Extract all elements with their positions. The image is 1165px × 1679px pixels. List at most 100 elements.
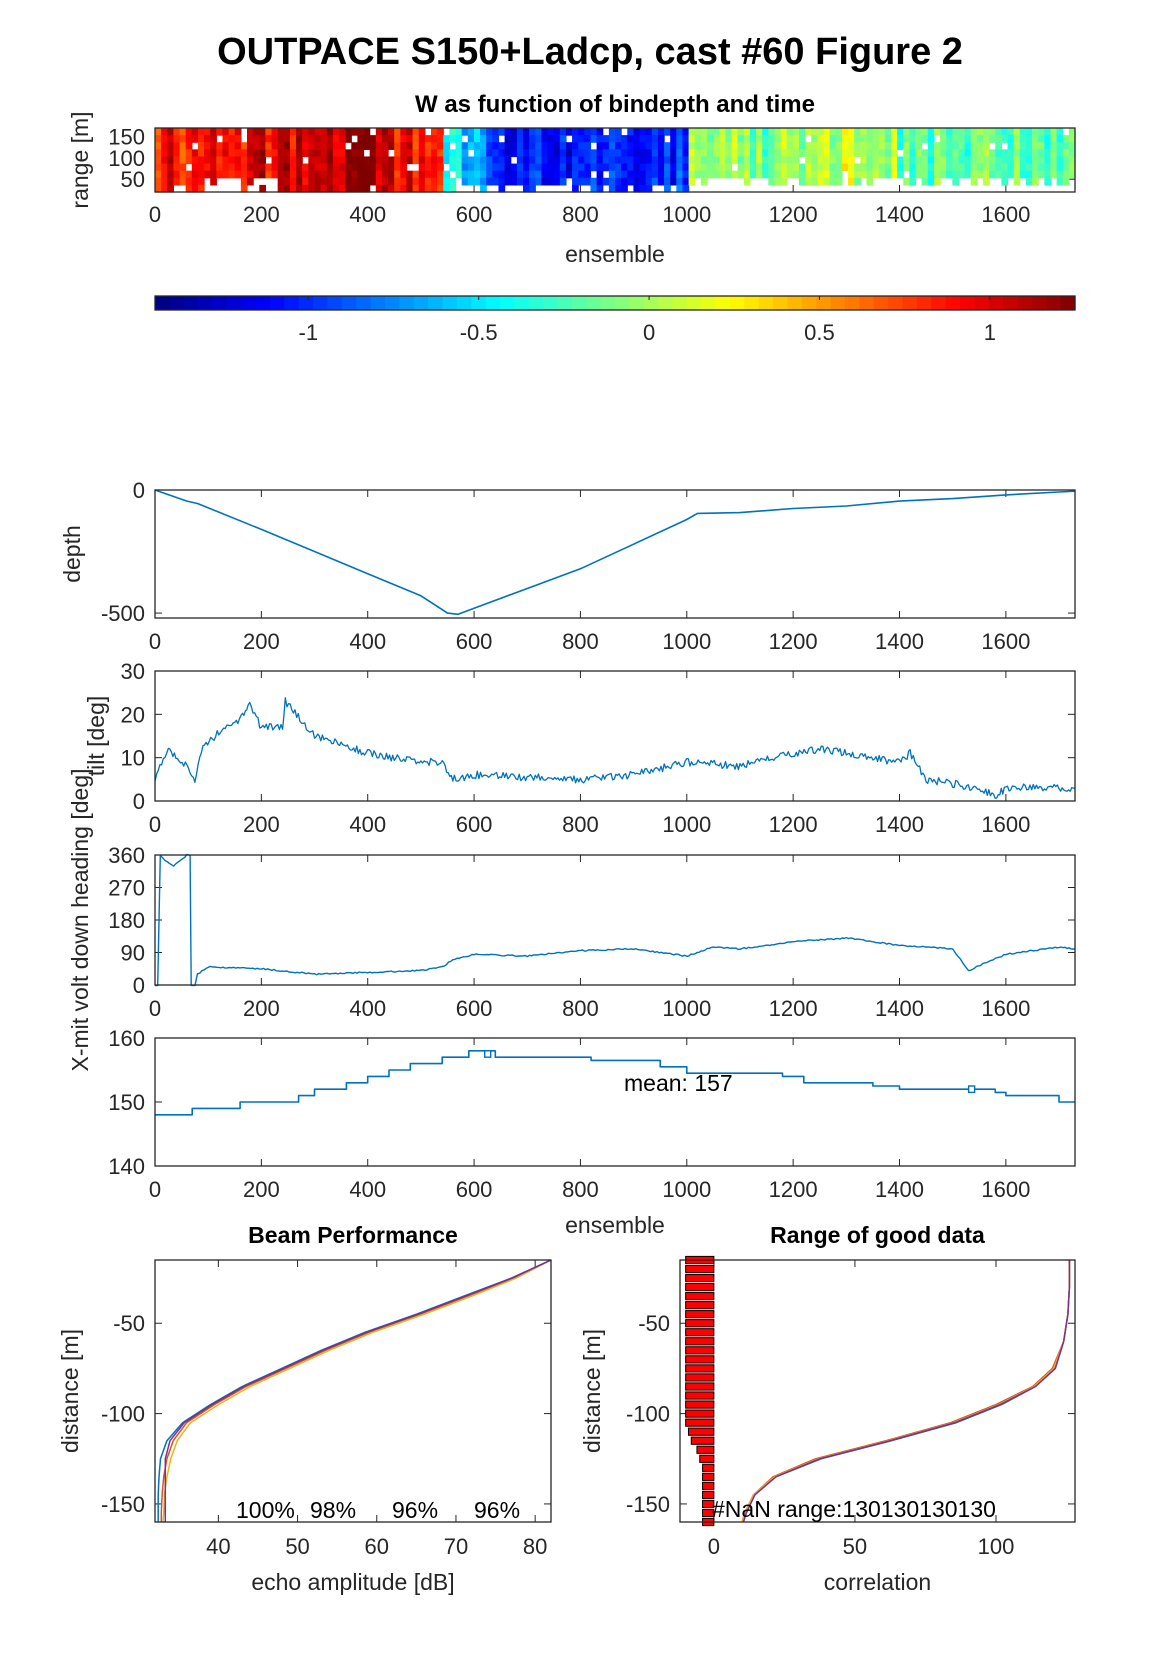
heatmap-cell [296, 177, 303, 186]
heatmap-cell [381, 177, 389, 186]
heatmap-cell [608, 149, 616, 158]
plot-background [155, 1038, 1075, 1166]
heatmap-cell [185, 170, 193, 179]
heatmap-cell [529, 156, 536, 165]
colorbar-swatch [471, 296, 487, 310]
heatmap-cell [308, 149, 316, 158]
heatmap-cell [473, 163, 481, 172]
heatmap-cell [473, 170, 481, 179]
heatmap-cell [179, 128, 187, 136]
heatmap-cell [504, 142, 512, 150]
heatmap-cell [228, 128, 236, 136]
heatmap-cell [326, 163, 334, 172]
heatmap-cell [700, 156, 708, 165]
heatmap-cell [762, 163, 769, 172]
heatmap-cell [933, 170, 941, 179]
heatmap-cell [504, 170, 512, 179]
heatmap-cell [210, 135, 217, 143]
heatmap-cell [707, 142, 714, 150]
heatmap-cell [572, 177, 579, 186]
heatmap-cell [1025, 177, 1033, 186]
heatmap-cell [443, 177, 450, 186]
heatmap-cell [553, 128, 561, 136]
heatmap-cell [473, 135, 481, 143]
heatmap-cell [510, 135, 518, 143]
heatmap-cell [204, 170, 211, 179]
heatmap-cell [891, 156, 898, 165]
y-tick-label: -100 [101, 1402, 145, 1427]
heatmap-cell [627, 177, 634, 186]
heatmap-cell [792, 149, 800, 158]
heatmap-cell [737, 163, 745, 172]
heatmap-cell [621, 163, 628, 172]
colorbar-swatch [744, 296, 760, 310]
heatmap-cell [155, 135, 162, 143]
heatmap-cell [283, 142, 291, 150]
heatmap-cell [504, 149, 512, 158]
heatmap-cell [1007, 163, 1015, 172]
heatmap-cell [455, 142, 463, 150]
heatmap-cell [388, 135, 395, 143]
heatmap-cell [339, 170, 346, 179]
heatmap-cell [805, 170, 812, 179]
heatmap-cell [191, 156, 199, 165]
heatmap-cell [995, 156, 1002, 165]
heatmap-cell [854, 177, 861, 186]
heatmap-cell [768, 177, 776, 186]
heatmap-cell [541, 170, 549, 179]
heatmap-cell [743, 135, 751, 143]
heatmap-cell [314, 156, 322, 165]
heatmap-cell [596, 170, 604, 179]
heatmap-cell [657, 142, 665, 150]
x-tick-label: 400 [349, 629, 386, 654]
heatmap-cell [970, 128, 978, 136]
heatmap-cell [167, 142, 174, 150]
heatmap-cell [915, 135, 923, 143]
heatmap-cell [627, 135, 634, 143]
y-tick-label: 10 [121, 746, 145, 771]
x-tick-label: 1200 [769, 629, 818, 654]
heatmap-cell [437, 177, 444, 186]
heatmap-cell [394, 163, 401, 172]
heatmap-cell [559, 142, 567, 150]
heatmap-cell [265, 149, 273, 158]
heatmap-cell [155, 184, 162, 193]
heatmap-cell [204, 135, 211, 143]
heatmap-cell [412, 128, 420, 136]
beam-percent-label: 96% [474, 1497, 520, 1523]
heatmap-cell [872, 142, 880, 150]
heatmap-cell [958, 142, 966, 150]
x-tick-label: 0 [149, 812, 161, 837]
heatmap-cell [841, 128, 849, 136]
heatmap-cell [989, 170, 996, 179]
heatmap-cell [1050, 149, 1058, 158]
heatmap-cell [197, 149, 205, 158]
heatmap-cell [817, 163, 825, 172]
heatmap-cell [762, 142, 769, 150]
heatmap-cell [541, 128, 549, 136]
heatmap-cell [817, 128, 825, 136]
heatmap-cell [627, 156, 634, 165]
heatmap-cell [762, 156, 769, 165]
heatmap-cell [596, 184, 604, 193]
heatmap-cell [823, 142, 831, 150]
heatmap-cell [878, 149, 886, 158]
heatmap-cell [247, 177, 254, 186]
colorbar-swatch [672, 296, 688, 310]
heatmap-cell [210, 177, 217, 186]
x-tick-label: 400 [349, 1177, 386, 1202]
heatmap-cell [394, 135, 401, 143]
heatmap-cell [933, 177, 941, 186]
heatmap-cell [431, 184, 438, 193]
heatmap-cell [756, 156, 763, 165]
heatmap-cell [639, 163, 647, 172]
colorbar-swatch [801, 296, 817, 310]
heatmap-cell [915, 163, 923, 172]
heatmap-cell [523, 177, 530, 186]
heatmap-cell [743, 149, 751, 158]
heatmap-cell [940, 170, 947, 179]
heatmap-cell [688, 170, 696, 179]
heatmap-cell [302, 177, 309, 186]
heatmap-cell [1044, 135, 1052, 143]
heatmap-cell [676, 142, 684, 150]
